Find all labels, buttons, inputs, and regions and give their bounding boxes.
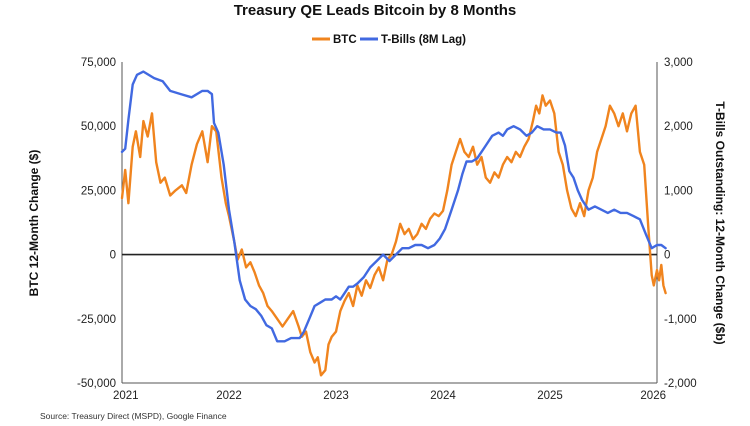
y-tick-label-left: -50,000 (77, 378, 116, 390)
y-tick-label-right: 1,000 (664, 185, 693, 197)
x-tick-label: 2024 (430, 390, 456, 402)
y-axis-title-left: BTC 12-Month Change ($) (27, 150, 41, 297)
legend: BTC T-Bills (8M Lag) (312, 34, 466, 46)
series-line-tbills (120, 70, 667, 343)
legend-label-tbills: T-Bills (8M Lag) (381, 34, 466, 46)
x-tick-label: 2026 (640, 390, 666, 402)
y-tick-label-right: 2,000 (664, 121, 693, 133)
y-axis-title-right: T-Bills Outstanding: 12-Month Change ($b… (713, 101, 727, 344)
y-tick-label-right: -1,000 (664, 314, 697, 326)
y-tick-label-left: 50,000 (81, 121, 116, 133)
y-tick-label-right: 3,000 (664, 57, 693, 69)
y-tick-label-left: -25,000 (77, 314, 116, 326)
series-line-btc (120, 94, 667, 377)
series-layer (120, 70, 667, 377)
source-note: Source: Treasury Direct (MSPD), Google F… (40, 411, 227, 421)
x-tick-label: 2021 (113, 390, 139, 402)
y-tick-label-right: -2,000 (664, 378, 697, 390)
x-tick-label: 2023 (323, 390, 349, 402)
y-tick-label-left: 75,000 (81, 57, 116, 69)
y-tick-label-left: 25,000 (81, 185, 116, 197)
y-tick-label-left: 0 (110, 250, 116, 262)
y-tick-label-right: 0 (664, 250, 670, 262)
x-tick-label: 2025 (537, 390, 563, 402)
chart-title: Treasury QE Leads Bitcoin by 8 Months (234, 2, 517, 19)
axes (121, 62, 658, 384)
legend-label-btc: BTC (333, 34, 357, 46)
tick-labels: 75,000 50,000 25,000 0 -25,000 -50,000 3,000 2,… (77, 57, 697, 402)
x-tick-label: 2022 (216, 390, 242, 402)
